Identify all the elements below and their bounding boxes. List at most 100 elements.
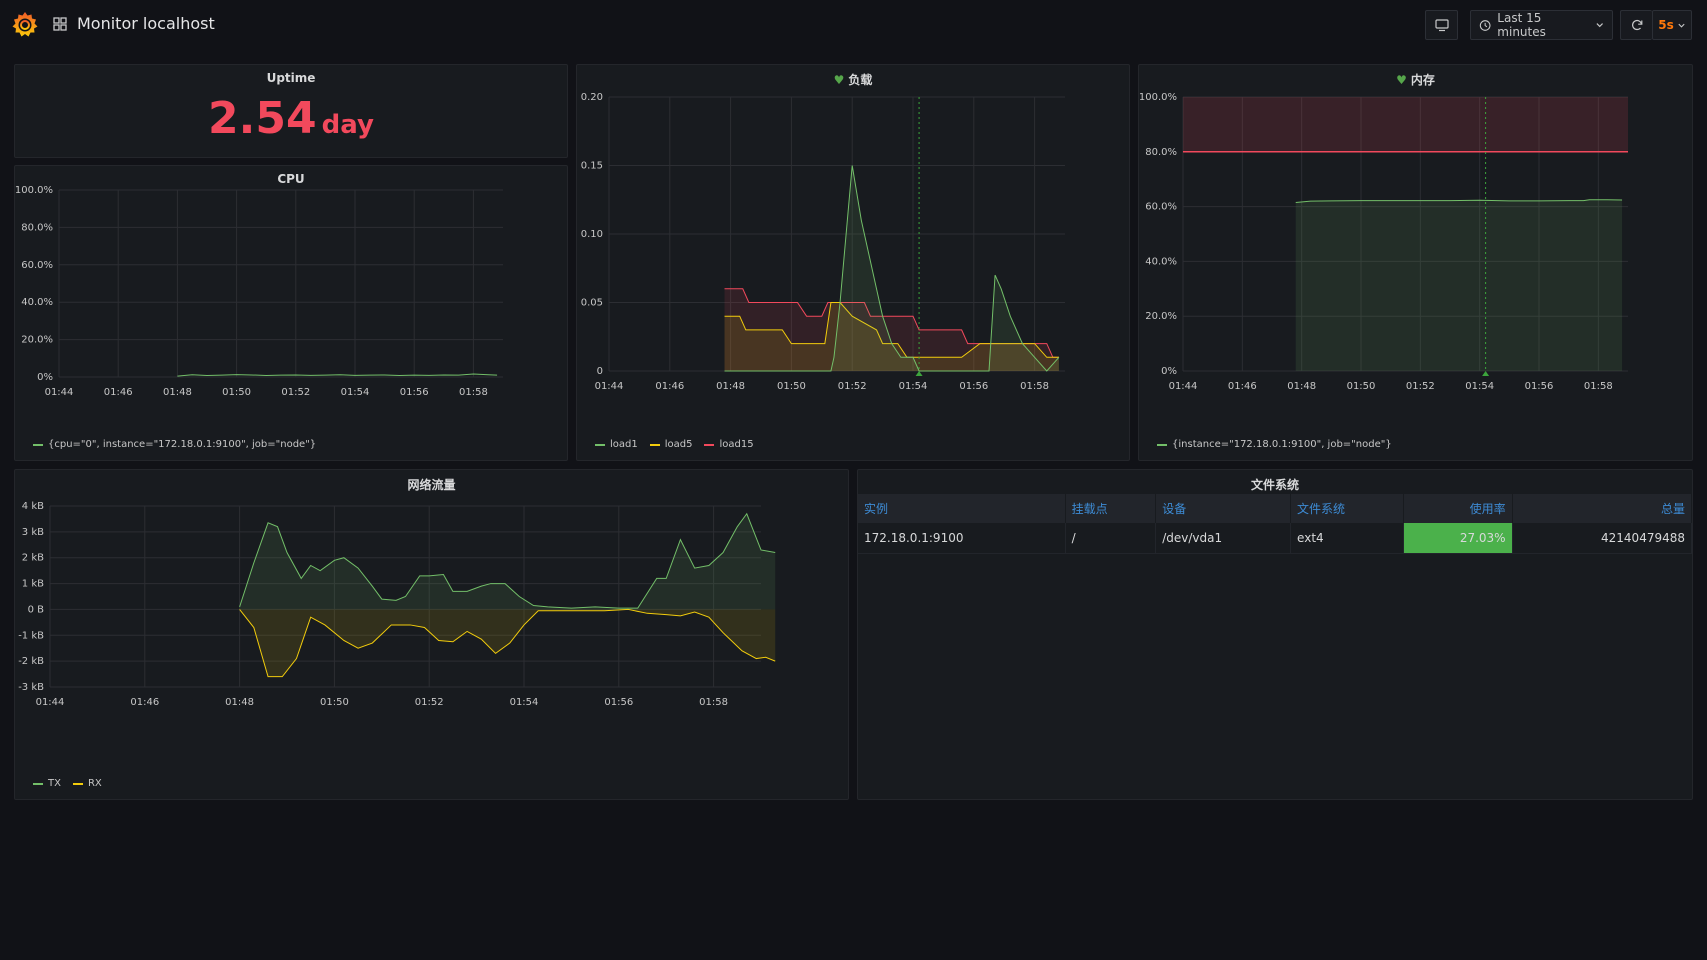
x-tick-label: 01:54 — [341, 387, 370, 398]
series-area — [724, 288, 1059, 371]
time-range-picker[interactable]: Last 15 minutes — [1470, 10, 1613, 40]
chart-legend: {instance="172.18.0.1:9100", job="node"} — [1157, 439, 1392, 450]
legend-label: TX — [48, 778, 61, 789]
x-tick-label: 01:44 — [595, 381, 624, 392]
x-tick-label: 01:54 — [510, 697, 539, 708]
column-header-mountpoint[interactable]: 挂载点 — [1065, 494, 1157, 523]
y-tick-label: 0% — [37, 372, 53, 383]
legend-label: {cpu="0", instance="172.18.0.1:9100", jo… — [48, 439, 317, 450]
chevron-down-icon — [1596, 23, 1603, 28]
x-tick-label: 01:54 — [1465, 381, 1494, 392]
column-header-usage[interactable]: 使用率 — [1403, 494, 1513, 523]
column-header-total[interactable]: 总量 — [1512, 494, 1693, 523]
y-tick-label: -2 kB — [18, 656, 44, 667]
uptime-panel: Uptime 2.54 day — [14, 64, 568, 158]
legend-swatch — [595, 443, 605, 446]
panel-title[interactable]: 文件系统 — [1250, 478, 1299, 492]
y-tick-label: 20.0% — [1145, 311, 1177, 322]
x-tick-label: 01:50 — [777, 381, 806, 392]
top-navbar: Monitor localhost Last 15 minutes 5s — [0, 0, 1707, 56]
legend-item[interactable]: load1 — [595, 439, 638, 450]
heart-icon: ♥ — [1396, 72, 1407, 87]
y-tick-label: 0.05 — [581, 298, 603, 309]
cell-device: /dev/vda1 — [1155, 523, 1292, 554]
y-tick-label: 80.0% — [1145, 147, 1177, 158]
dashboard-title[interactable]: Monitor localhost — [77, 14, 215, 33]
legend-item[interactable]: RX — [72, 778, 102, 789]
tv-mode-icon — [1434, 19, 1449, 32]
x-tick-label: 01:50 — [222, 387, 251, 398]
filesystem-panel: 文件系统 实例 挂载点 设备 文件系统 使用率 总量 172.18.0.1:91… — [857, 469, 1693, 800]
panel-title[interactable]: 负载 — [848, 73, 873, 87]
panel-title[interactable]: 网络流量 — [407, 478, 456, 492]
memory-panel: ♥ 内存 0% 20.0% 40.0% 60.0% 80.0% 100.0% 01:44 01:… — [1138, 64, 1693, 461]
cell-mountpoint: / — [1065, 523, 1157, 554]
legend-label: RX — [87, 778, 102, 789]
x-tick-label: 01:46 — [655, 381, 684, 392]
panel-title[interactable]: CPU — [277, 172, 305, 186]
legend-swatch — [33, 443, 43, 446]
series-line — [724, 302, 1059, 358]
panel-title[interactable]: 内存 — [1410, 73, 1435, 87]
refresh-button[interactable] — [1620, 10, 1652, 40]
x-tick-label: 01:50 — [320, 697, 349, 708]
legend-label: load15 — [719, 439, 754, 450]
legend-label: {instance="172.18.0.1:9100", job="node"} — [1172, 439, 1392, 450]
legend-swatch — [704, 443, 715, 446]
series-line — [239, 512, 776, 609]
y-tick-label: 0.15 — [581, 161, 603, 172]
load-chart[interactable]: 0 0.05 0.10 0.15 0.20 01:44 01:46 01:48 01:50 01:… — [577, 65, 1131, 462]
time-range-label: Last 15 minutes — [1497, 11, 1546, 39]
legend-label: load1 — [610, 439, 638, 450]
uptime-value: 2.54 day — [15, 93, 567, 144]
series-area — [724, 302, 1059, 371]
y-tick-label: -1 kB — [18, 630, 44, 641]
x-tick-label: 01:48 — [225, 697, 254, 708]
network-chart[interactable]: -3 kB -2 kB -1 kB 0 B 1 kB 2 kB 3 kB 4 kB 01:44 0… — [15, 470, 850, 801]
series-area — [239, 609, 776, 677]
series-line — [177, 373, 498, 377]
x-tick-label: 01:54 — [899, 381, 928, 392]
cpu-chart[interactable]: 0% 20.0% 40.0% 60.0% 80.0% 100.0% 01:44 01:46 01… — [15, 166, 569, 462]
cell-fstype: ext4 — [1290, 523, 1404, 554]
legend-swatch — [649, 443, 660, 446]
legend-item[interactable]: {cpu="0", instance="172.18.0.1:9100", jo… — [33, 439, 316, 450]
y-tick-label: 0% — [1161, 366, 1177, 377]
column-header-device[interactable]: 设备 — [1155, 494, 1292, 523]
x-tick-label: 01:52 — [1406, 381, 1435, 392]
memory-chart[interactable]: 0% 20.0% 40.0% 60.0% 80.0% 100.0% 01:44 01:46 01… — [1139, 65, 1694, 462]
legend-item[interactable]: load5 — [649, 439, 692, 450]
tv-mode-button[interactable] — [1425, 10, 1458, 40]
panel-title[interactable]: Uptime — [266, 71, 316, 85]
x-tick-label: 01:48 — [1287, 381, 1316, 392]
x-tick-label: 01:48 — [163, 387, 192, 398]
column-header-fstype[interactable]: 文件系统 — [1290, 494, 1404, 523]
x-tick-label: 01:46 — [104, 387, 133, 398]
legend-swatch — [72, 782, 83, 785]
y-tick-label: 20.0% — [21, 335, 53, 346]
heart-icon: ♥ — [833, 72, 845, 87]
y-tick-label: 4 kB — [22, 501, 44, 512]
chart-legend: TX RX — [33, 778, 102, 789]
series-area — [724, 165, 1059, 371]
annotation-marker — [915, 371, 923, 376]
legend-item[interactable]: TX — [33, 778, 61, 789]
column-header-instance[interactable]: 实例 — [858, 494, 1066, 523]
chart-legend: {cpu="0", instance="172.18.0.1:9100", jo… — [33, 439, 316, 450]
cell-usage: 27.03% — [1403, 523, 1513, 554]
refresh-interval-picker[interactable]: 5s — [1652, 10, 1692, 40]
legend-item[interactable]: {instance="172.18.0.1:9100", job="node"} — [1157, 439, 1392, 450]
cell-total: 42140479488 — [1512, 523, 1693, 554]
grafana-logo-icon[interactable] — [10, 10, 40, 40]
x-tick-label: 01:56 — [959, 381, 988, 392]
x-tick-label: 01:44 — [45, 387, 74, 398]
y-tick-label: 40.0% — [21, 297, 53, 308]
y-tick-label: 100.0% — [1139, 92, 1177, 103]
cpu-panel: CPU 0% 20.0% 40.0% 60.0% 80.0% 100.0% 01:44 01:… — [14, 165, 568, 461]
series-area — [1295, 199, 1623, 371]
chevron-down-icon — [1678, 23, 1685, 28]
legend-swatch — [1157, 443, 1167, 446]
y-tick-label: 0.20 — [581, 92, 603, 103]
table-row: 172.18.0.1:9100 / /dev/vda1 ext4 27.03% … — [858, 523, 1693, 554]
legend-item[interactable]: load15 — [704, 439, 754, 450]
